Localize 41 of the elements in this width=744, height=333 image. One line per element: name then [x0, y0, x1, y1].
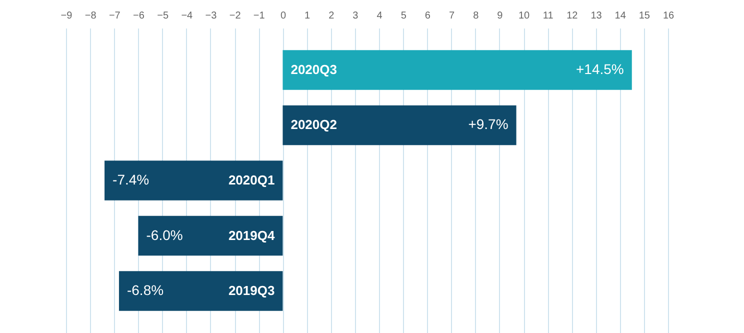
y-tick-label: 2020Q2	[290, 117, 337, 132]
x-tick-label: −6	[133, 10, 145, 22]
x-tick-label: −8	[84, 10, 97, 22]
data-label: -6.0%	[146, 226, 183, 243]
y-tick-label: 2019Q4	[228, 228, 276, 243]
x-tick-label: −1	[253, 10, 266, 22]
x-tick-label: 6	[424, 10, 431, 22]
x-tick-label: 13	[590, 10, 602, 22]
data-label: +9.7%	[468, 116, 508, 132]
bar	[282, 105, 516, 146]
data-label: -7.4%	[112, 172, 150, 188]
x-tick-label: 11	[542, 10, 554, 22]
x-tick-label: −4	[181, 10, 194, 22]
x-tick-label: 0	[280, 10, 286, 22]
y-tick-label: 2020Q1	[228, 172, 275, 188]
x-tick-label: 7	[449, 10, 455, 22]
x-tick-label: −7	[108, 10, 121, 22]
x-tick-label: 16	[662, 10, 674, 22]
x-tick-label: 4	[376, 10, 383, 22]
x-tick-label: 10	[518, 10, 530, 22]
y-tick-label: 2020Q3	[290, 62, 337, 77]
data-label: -6.8%	[126, 282, 164, 298]
x-tick-label: 1	[304, 10, 311, 22]
x-tick-label: 15	[638, 10, 650, 22]
data-label: +14.5%	[576, 60, 624, 77]
bar	[118, 271, 283, 311]
x-tick-label: −2	[229, 10, 242, 22]
x-tick-label: 9	[497, 10, 504, 22]
x-tick-label: 5	[400, 10, 407, 22]
bar	[282, 50, 632, 90]
y-tick-label: 2019Q3	[228, 283, 275, 298]
x-tick-label: 12	[566, 10, 578, 22]
x-tick-label: 3	[352, 10, 359, 22]
bar	[104, 160, 283, 200]
x-tick-label: 8	[473, 10, 480, 22]
x-tick-label: −5	[157, 10, 169, 22]
x-tick-label: 2	[328, 10, 335, 22]
bar	[138, 216, 283, 256]
x-tick-label: −9	[60, 10, 73, 22]
x-tick-label: −3	[205, 10, 218, 22]
x-tick-label: 14	[614, 10, 626, 22]
